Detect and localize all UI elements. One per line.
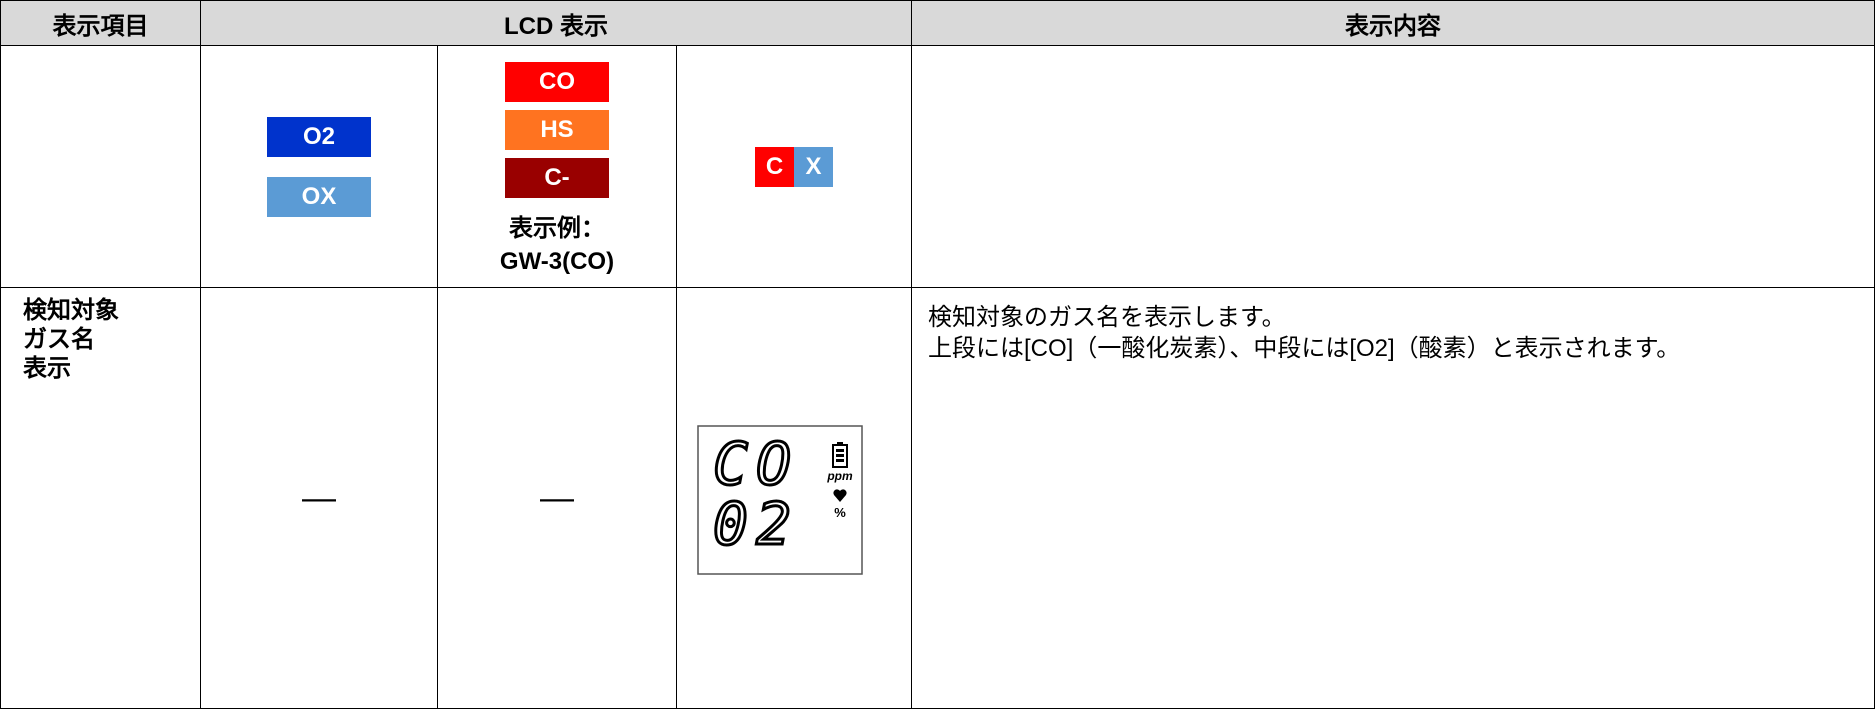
lcd-unit: ppm <box>826 469 853 483</box>
badge-part: C <box>755 146 794 187</box>
badge: HS <box>505 109 609 150</box>
lcd-frame <box>697 425 863 575</box>
row: 検知対象 ガス名 表示 — — CO 02 ppm % 検知対象のガス名を表示 <box>0 287 1875 709</box>
cell <box>911 45 1875 288</box>
header-cell: LCD 表示 <box>200 0 912 46</box>
lcd: CO 02 ppm % <box>697 425 863 575</box>
header-cell: 表示内容 <box>911 0 1875 46</box>
badge: OX <box>267 176 371 217</box>
header-cell: 表示項目 <box>0 0 201 46</box>
item-line: ガス名 <box>23 326 95 353</box>
cell: O2 OX <box>200 45 438 288</box>
note: 表示例： GW-3(CO) <box>500 212 614 278</box>
badge: CO <box>505 61 609 102</box>
battery-icon <box>832 442 848 468</box>
badge: O2 <box>267 116 371 157</box>
lcd-unit: % <box>834 505 846 520</box>
note-line: 表示例： <box>508 214 605 242</box>
content-line: 検知対象のガス名を表示します。 <box>928 304 1286 331</box>
note-line: GW-3(CO) <box>499 247 615 275</box>
cell: — <box>200 287 438 709</box>
badge: C- <box>505 157 609 198</box>
cell: 検知対象のガス名を表示します。 上段には[CO]（一酸化炭素）、中段には[O2]… <box>911 287 1875 709</box>
heart-icon <box>833 489 847 502</box>
cell: CO 02 ppm % <box>676 287 912 709</box>
cell: 検知対象 ガス名 表示 <box>0 287 201 709</box>
cell <box>0 45 201 288</box>
cell: CO HS C- 表示例： GW-3(CO) <box>437 45 677 288</box>
header-row: 表示項目 LCD 表示 表示内容 <box>0 0 1875 46</box>
item-line: 検知対象 <box>23 297 119 324</box>
content-line: 上段には[CO]（一酸化炭素）、中段には[O2]（酸素）と表示されます。 <box>928 335 1681 362</box>
cell: — <box>437 287 677 709</box>
split-badge: C X <box>755 146 833 187</box>
badge-part: X <box>794 146 833 187</box>
cell: C X <box>676 45 912 288</box>
item-line: 表示 <box>23 355 71 382</box>
row: O2 OX CO HS C- 表示例： GW-3(CO) C X <box>0 45 1875 288</box>
